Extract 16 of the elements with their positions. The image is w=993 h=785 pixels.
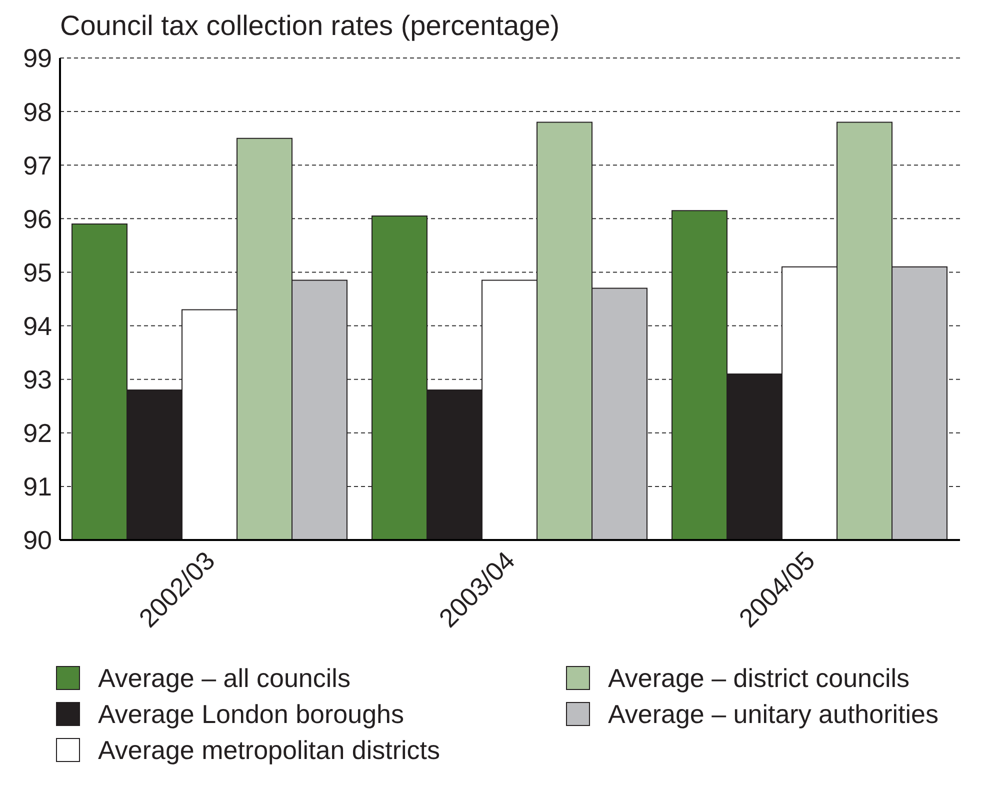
y-tick-label: 90: [23, 525, 52, 556]
y-tick-label: 92: [23, 418, 52, 448]
y-tick-label: 97: [23, 150, 52, 180]
legend-label: Average – all councils: [98, 662, 350, 694]
y-tick-label: 96: [23, 204, 52, 234]
y-tick-label: 91: [23, 472, 52, 502]
legend-label: Average London boroughs: [98, 698, 404, 730]
chart-title: Council tax collection rates (percentage): [60, 10, 560, 42]
legend-label: Average – unitary authorities: [608, 698, 938, 730]
legend-label: Average metropolitan districts: [98, 734, 440, 766]
legend-label: Average – district councils: [608, 662, 910, 694]
y-tick-label: 93: [23, 364, 52, 395]
y-tick-label: 98: [23, 96, 52, 127]
y-tick-label: 94: [23, 311, 52, 342]
y-tick-label: 99: [23, 43, 52, 74]
y-tick-label: 95: [23, 257, 52, 288]
